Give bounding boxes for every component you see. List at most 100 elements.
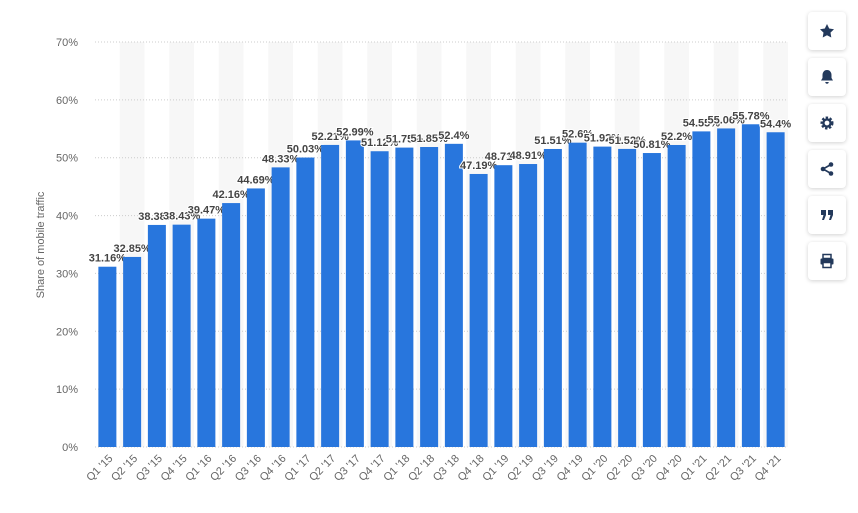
x-tick-label: Q3 '15 [134,453,165,484]
bar [271,167,290,447]
x-tick-label: Q4 '19 [555,453,586,484]
value-label: 52.21% [311,131,349,143]
x-tick-label: Q3 '19 [530,453,561,484]
bar [692,131,711,447]
value-label: 50.03% [287,144,325,156]
x-tick-label: Q4 '15 [159,453,190,484]
y-tick-label: 10% [56,384,78,396]
value-label: 52.4% [438,130,469,142]
value-label: 54.4% [760,118,791,130]
bar [444,143,463,448]
value-label: 44.69% [237,174,275,186]
bar [766,132,785,447]
bar [345,140,364,448]
cite-button[interactable] [808,196,846,234]
x-tick-label: Q2 '19 [505,453,536,484]
value-label: 52.2% [661,131,692,143]
x-tick-label: Q2 '20 [604,453,635,484]
bar [123,256,142,447]
y-tick-label: 0% [62,442,78,454]
value-label: 52.99% [336,126,374,138]
bar [717,128,736,447]
x-tick-label: Q1 '16 [183,453,214,484]
bar [321,144,340,447]
bar [420,147,439,447]
bar [395,147,414,447]
x-tick-label: Q1 '19 [480,453,511,484]
bar [197,218,216,447]
value-label: 52.6% [562,129,593,141]
bar [741,124,760,447]
chart: Share of mobile traffic 0% 10% 20% 30% 40% 50… [35,37,792,484]
value-label: 55.06% [707,114,745,126]
x-tick-label: Q4 '18 [456,453,487,484]
bar [98,266,117,447]
bar [667,144,686,447]
bar [618,148,637,448]
x-tick-label: Q2 '15 [109,453,140,484]
bar [642,153,661,447]
alert-button[interactable] [808,58,846,96]
x-tick-label: Q1 '18 [381,453,412,484]
bar [222,203,241,447]
bar [296,157,315,447]
value-label: 54.55% [683,117,721,129]
x-tick-label: Q1 '21 [678,453,709,484]
value-label: 51.85% [410,133,448,145]
x-tick-label: Q4 '21 [753,453,784,484]
favorite-button[interactable] [808,12,846,50]
x-tick-label: Q4 '17 [357,453,388,484]
bar [593,146,612,447]
value-label: 42.16% [212,189,250,201]
y-tick-label: 30% [56,268,78,280]
bar [519,164,538,447]
x-tick-label: Q1 '17 [282,453,313,484]
value-label: 55.78% [732,110,770,122]
value-label: 47.19% [460,160,498,172]
x-tick-label: Q3 '17 [332,453,363,484]
bar [568,142,587,447]
x-tick-label: Q2 '16 [208,453,239,484]
x-tick-label: Q3 '21 [728,453,759,484]
bar [469,173,488,447]
x-tick-label: Q4 '16 [258,453,289,484]
x-tick-label: Q4 '20 [654,453,685,484]
y-tick-label: 70% [56,37,78,49]
x-tick-label: Q3 '20 [629,453,660,484]
value-label: 39.47% [188,205,226,217]
value-label: 48.71% [485,151,523,163]
bar [370,151,389,447]
x-tick-label: Q3 '16 [233,453,264,484]
settings-button[interactable] [808,104,846,142]
x-tick-label: Q1 '20 [579,453,610,484]
print-button[interactable] [808,242,846,280]
x-tick-label: Q3 '18 [431,453,462,484]
bar [494,165,513,447]
bar [543,148,562,448]
value-label: 31.16% [89,253,127,265]
share-button[interactable] [808,150,846,188]
value-label: 51.51% [534,135,572,147]
value-label: 48.91% [509,150,547,162]
value-label: 48.33% [262,153,300,165]
y-tick-label: 40% [56,211,78,223]
value-label: 51.75% [386,134,424,146]
y-tick-label: 50% [56,153,78,165]
value-label: 51.52% [608,135,646,147]
bar [172,224,191,447]
x-tick-label: Q2 '21 [703,453,734,484]
value-label: 50.81% [633,139,671,151]
bar [147,224,166,447]
x-tick-label: Q2 '17 [307,453,338,484]
y-tick-label: 60% [56,95,78,107]
value-label: 38.38% [138,211,176,223]
value-label: 38.43% [163,211,201,223]
y-axis-label: Share of mobile traffic [35,191,47,298]
x-tick-label: Q1 '15 [84,453,115,484]
y-tick-label: 20% [56,326,78,338]
value-label: 32.85% [113,243,151,255]
value-label: 51.12% [361,137,399,149]
bar [246,188,265,447]
x-tick-label: Q2 '18 [406,453,437,484]
